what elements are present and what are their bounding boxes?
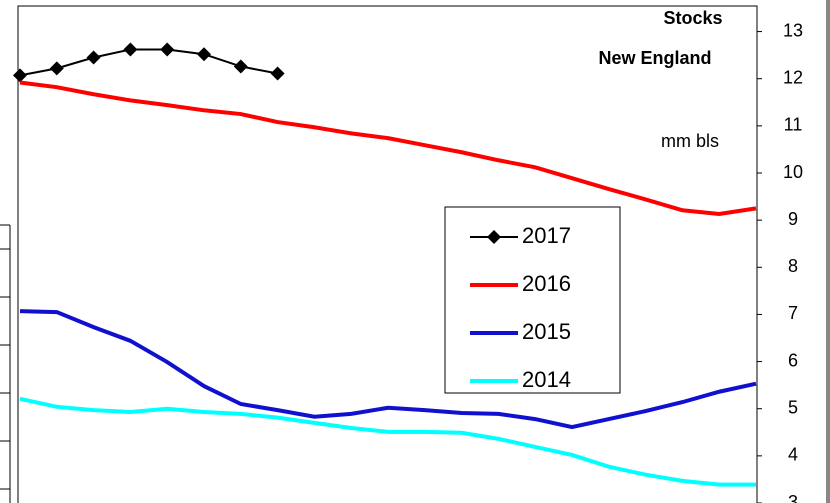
y-tick-label: 9 <box>788 209 798 229</box>
y-tick-label: 5 <box>788 397 798 417</box>
series-line <box>19 80 757 217</box>
series-line <box>19 48 278 77</box>
series-line <box>19 309 757 430</box>
y-tick-label: 8 <box>788 256 798 276</box>
point-marker <box>270 66 285 81</box>
y-tick-label: 13 <box>783 20 803 40</box>
legend-label: 2014 <box>522 367 571 392</box>
y-tick-label: 12 <box>783 67 803 87</box>
legend-marker <box>487 230 501 244</box>
y-tick-label: 10 <box>783 162 803 182</box>
y-tick-label: 11 <box>784 115 803 135</box>
point-marker <box>49 61 64 76</box>
frame-edge <box>826 0 830 503</box>
point-marker <box>160 42 175 57</box>
chart-title: New England <box>598 48 711 68</box>
plot-area <box>17 5 758 503</box>
point-marker <box>123 42 138 57</box>
annotation: mm bls <box>661 131 719 151</box>
y-tick-label: 6 <box>788 350 798 370</box>
legend-label: 2017 <box>522 223 571 248</box>
y-tick-label: 3 <box>788 492 798 503</box>
series-line <box>19 396 756 487</box>
legend-label: 2015 <box>522 319 571 344</box>
chart-title: Stocks <box>663 8 722 28</box>
y-tick-label: 4 <box>788 445 798 465</box>
legend-label: 2016 <box>522 271 571 296</box>
point-marker <box>86 50 101 65</box>
legend <box>444 206 621 394</box>
point-marker <box>13 68 27 83</box>
point-marker <box>197 47 211 62</box>
neighbor-chart-fragment <box>0 224 11 503</box>
y-tick-label: 7 <box>788 303 798 323</box>
point-marker <box>233 59 248 74</box>
